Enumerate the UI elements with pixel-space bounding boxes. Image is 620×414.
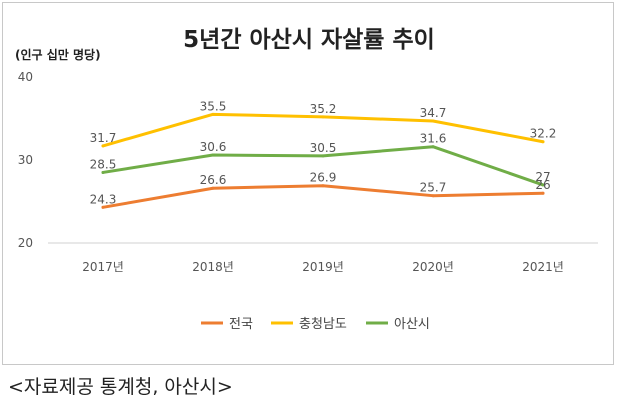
y-tick-label: 30 (18, 153, 33, 167)
data-label: 26 (535, 178, 550, 192)
data-point (321, 115, 325, 119)
data-point (211, 112, 215, 116)
data-point (541, 140, 545, 144)
data-label: 26.9 (310, 171, 337, 185)
x-tick-label: 2018년 (192, 260, 234, 274)
data-point (211, 186, 215, 190)
legend: 전국 충청남도 아산시 (201, 317, 430, 332)
y-tick-label: 20 (18, 236, 33, 250)
data-point (541, 183, 545, 187)
data-label: 35.2 (310, 102, 337, 116)
data-point (321, 184, 325, 188)
data-label: 34.7 (420, 106, 447, 120)
y-tick-label: 40 (18, 70, 33, 84)
data-point (101, 170, 105, 174)
data-point (541, 191, 545, 195)
legend-entry: 충청남도 (299, 317, 347, 332)
data-label: 24.3 (90, 192, 117, 206)
x-tick-label: 2017년 (82, 260, 124, 274)
data-point (431, 145, 435, 149)
chart-title: 5년간 아산시 자살률 추이 (183, 27, 435, 53)
x-tick-label: 2020년 (412, 260, 454, 274)
data-label: 26.6 (200, 173, 227, 187)
legend-entry: 아산시 (394, 317, 430, 332)
data-point (101, 144, 105, 148)
series-layer (101, 112, 545, 209)
y-axis-label: (인구 십만 명당) (15, 47, 101, 62)
data-label: 30.5 (310, 141, 337, 155)
data-label: 25.7 (420, 181, 447, 195)
data-point (211, 153, 215, 157)
data-label: 32.2 (530, 127, 557, 141)
x-tick-label: 2021년 (522, 260, 564, 274)
series-line-1 (101, 184, 545, 209)
legend-entry: 전국 (229, 317, 253, 332)
data-label: 31.7 (90, 131, 117, 145)
data-point (431, 119, 435, 123)
data-labels: 24.3 26.6 26.9 25.7 26 31.7 35.5 35.2 34.7 32.2 28… (90, 99, 557, 206)
data-label: 35.5 (200, 99, 227, 113)
source-caption: <자료제공 통계청, 아산시> (8, 376, 233, 398)
data-label: 31.6 (420, 132, 447, 146)
line-chart: 5년간 아산시 자살률 추이 (인구 십만 명당) 20 30 40 2017년 201… (15, 27, 598, 332)
data-label: 28.5 (90, 157, 117, 171)
data-point (321, 154, 325, 158)
axes: 20 30 40 2017년 2018년 2019년 2020년 2021년 (18, 70, 598, 274)
data-point (431, 194, 435, 198)
data-point (101, 205, 105, 209)
x-tick-label: 2019년 (302, 260, 344, 274)
data-label: 27 (535, 170, 550, 184)
chart-frame: 5년간 아산시 자살률 추이 (인구 십만 명당) 20 30 40 2017년 201… (2, 2, 614, 365)
data-label: 30.6 (200, 140, 227, 154)
